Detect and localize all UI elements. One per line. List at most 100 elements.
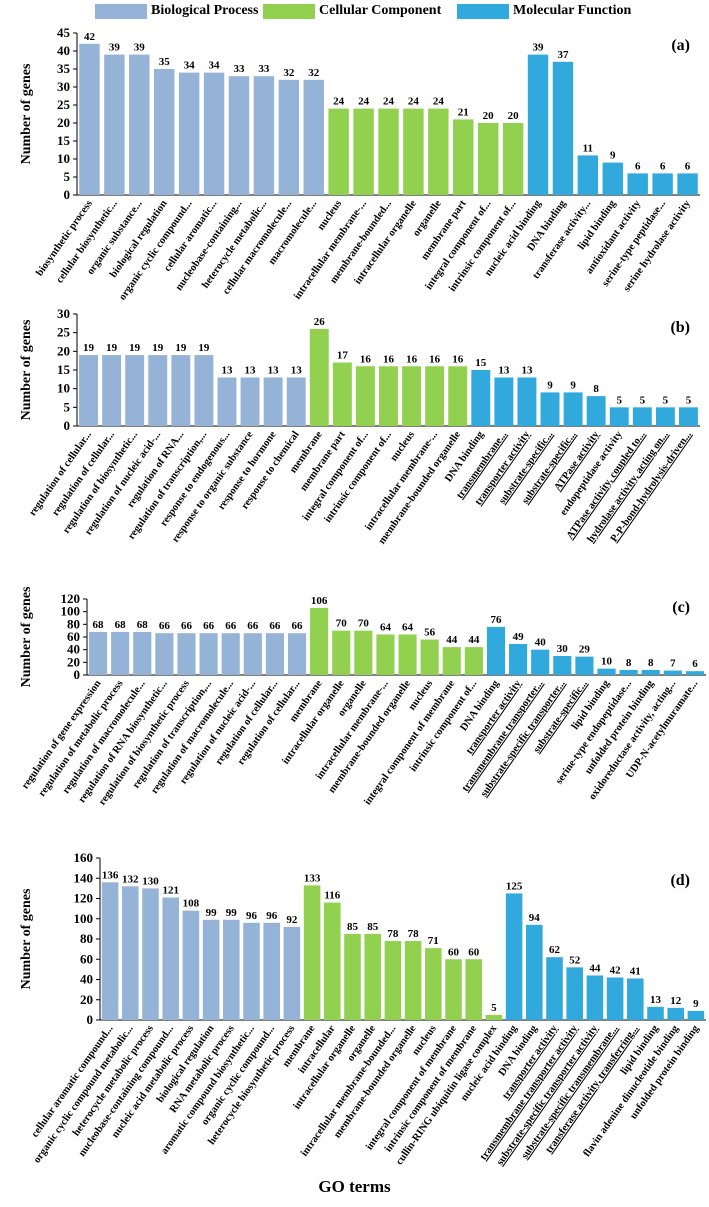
data-label: 99 [206, 907, 218, 919]
bar [509, 643, 528, 675]
bar [647, 1006, 664, 1020]
panel-label: (c) [672, 599, 690, 616]
bar [563, 392, 583, 426]
y-axis-title: Number of genes [19, 888, 34, 989]
data-label: 7 [670, 658, 676, 670]
bar [575, 656, 594, 675]
data-label: 37 [557, 49, 569, 61]
data-label: 41 [630, 965, 641, 977]
data-label: 70 [358, 618, 370, 630]
data-label: 66 [181, 620, 193, 632]
data-label: 32 [283, 67, 295, 79]
data-label: 13 [521, 364, 533, 376]
data-label: 71 [428, 935, 439, 947]
data-label: 78 [387, 928, 399, 940]
chart-panel: 0 20 40 60 80 100 120 140 160 Number of genes (d) 1… [19, 850, 706, 1168]
data-label: 11 [583, 142, 593, 154]
bar [586, 975, 604, 1020]
data-label: 78 [408, 928, 420, 940]
y-tick-label: 20 [80, 992, 93, 1007]
data-label: 60 [448, 946, 460, 958]
data-label: 8 [593, 383, 599, 395]
data-label: 64 [402, 621, 414, 633]
data-label: 62 [549, 944, 561, 956]
bar [517, 377, 537, 426]
bar [505, 893, 523, 1020]
y-tick-label: 5 [64, 169, 71, 184]
data-label: 13 [268, 364, 280, 376]
data-label: 39 [109, 42, 121, 54]
bar [283, 926, 301, 1020]
data-label: 116 [324, 890, 340, 902]
bar [677, 173, 698, 195]
bar [286, 377, 306, 426]
bar [453, 119, 474, 195]
y-tick-label: 160 [74, 850, 94, 865]
bar [526, 924, 543, 1020]
data-label: 19 [152, 342, 164, 354]
data-label: 125 [506, 880, 523, 892]
data-label: 34 [184, 60, 196, 72]
data-label: 68 [93, 619, 105, 631]
data-label: 99 [226, 907, 238, 919]
y-tick-label: 80 [67, 616, 80, 631]
bar [133, 631, 152, 675]
bar [162, 897, 179, 1020]
data-label: 96 [266, 910, 278, 922]
bar [228, 76, 250, 195]
panel-label: (b) [670, 319, 690, 336]
bar [602, 162, 623, 195]
data-label: 39 [134, 42, 146, 54]
y-tick-label: 60 [80, 951, 93, 966]
bar [355, 366, 375, 426]
data-label: 60 [468, 946, 480, 958]
y-tick-label: 100 [61, 604, 81, 619]
bar [243, 922, 260, 1020]
bar [111, 631, 130, 675]
data-label: 33 [258, 63, 270, 75]
bar [471, 370, 491, 426]
bar [378, 108, 399, 195]
bar [332, 630, 351, 675]
data-label: 24 [408, 96, 420, 108]
bar [652, 173, 673, 195]
panel-label: (d) [670, 872, 690, 889]
data-label: 66 [203, 620, 215, 632]
y-tick-label: 30 [57, 306, 70, 321]
bar [265, 633, 284, 675]
bar [178, 72, 200, 195]
y-tick-label: 25 [57, 97, 71, 112]
bar [448, 366, 468, 426]
data-label: 66 [159, 620, 171, 632]
y-tick-label: 100 [74, 911, 94, 926]
bar [609, 407, 629, 426]
data-label: 106 [311, 595, 328, 607]
bar [364, 933, 381, 1020]
bar [477, 123, 499, 195]
data-label: 12 [670, 995, 682, 1007]
data-label: 34 [209, 60, 221, 72]
y-tick-label: 40 [80, 972, 93, 987]
bar [485, 1014, 503, 1020]
bar [102, 355, 122, 426]
y-tick-label: 35 [57, 61, 71, 76]
bar [194, 355, 214, 426]
legend: Biological Process Cellular Component Mo… [0, 0, 709, 22]
data-label: 24 [333, 96, 345, 108]
bar [494, 377, 514, 426]
y-tick-label: 20 [57, 343, 70, 358]
bar [502, 123, 524, 195]
bar [679, 407, 698, 426]
y-tick-label: 140 [74, 870, 94, 885]
data-label: 6 [635, 160, 641, 172]
data-label: 19 [83, 342, 95, 354]
data-label: 49 [513, 631, 525, 643]
bar [376, 634, 395, 675]
bar [263, 377, 283, 426]
y-tick-label: 20 [67, 654, 80, 669]
data-label: 68 [137, 619, 149, 631]
bar [79, 43, 100, 195]
y-tick-label: 120 [61, 591, 81, 606]
bar [353, 108, 374, 195]
